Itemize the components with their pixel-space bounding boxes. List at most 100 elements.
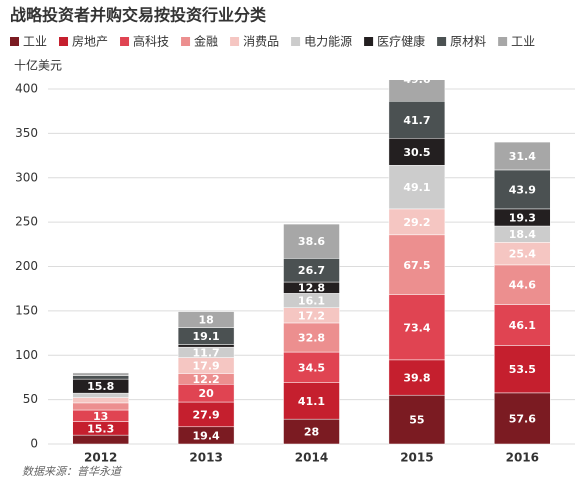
data-label: 73.4 bbox=[403, 321, 430, 334]
bar-segment bbox=[72, 372, 129, 376]
bar-segment bbox=[283, 223, 340, 259]
y-tick-label: 350 bbox=[15, 126, 38, 140]
y-tick-label: 300 bbox=[15, 170, 38, 184]
data-label: 32.8 bbox=[298, 332, 325, 345]
labels: 15.313 15.8 19.4 27.9 2012.217.911.7 19.1 18 28… bbox=[87, 73, 536, 442]
data-label: 57.6 bbox=[509, 412, 536, 425]
x-tick-label: 2014 bbox=[295, 451, 328, 465]
data-label: 26.7 bbox=[298, 264, 325, 277]
data-label: 39.8 bbox=[403, 372, 430, 385]
y-tick-label: 100 bbox=[15, 348, 38, 362]
y-tick-label: 0 bbox=[30, 437, 38, 451]
legend-swatch bbox=[230, 37, 240, 46]
data-label: 46.1 bbox=[509, 319, 536, 332]
legend-label: 工业 bbox=[511, 35, 535, 49]
bar-segment bbox=[494, 392, 551, 445]
y-tick-label: 150 bbox=[15, 303, 38, 317]
data-label: 38.6 bbox=[298, 235, 325, 248]
bar-segment bbox=[388, 294, 446, 361]
legend-swatch bbox=[120, 37, 130, 46]
data-label: 19.1 bbox=[193, 330, 220, 343]
data-label: 18.4 bbox=[509, 228, 536, 241]
y-tick-label: 400 bbox=[15, 82, 38, 96]
data-label: 49.6 bbox=[403, 73, 430, 86]
bar-segment bbox=[283, 382, 340, 420]
data-label: 17.9 bbox=[193, 360, 220, 373]
data-label: 15.8 bbox=[87, 380, 114, 393]
legend-swatch bbox=[181, 37, 191, 46]
legend-swatch bbox=[498, 37, 508, 46]
legend-swatch bbox=[10, 37, 19, 46]
legend-label: 医疗健康 bbox=[377, 34, 425, 49]
legend-swatch bbox=[437, 37, 447, 46]
x-tick-label: 2015 bbox=[400, 451, 433, 465]
data-label: 55 bbox=[409, 414, 424, 427]
data-label: 20 bbox=[198, 387, 214, 400]
data-label: 29.2 bbox=[403, 216, 430, 229]
bar-segment bbox=[283, 322, 340, 353]
data-label: 15.3 bbox=[87, 422, 114, 435]
bar-segment bbox=[388, 208, 446, 236]
bar-segment bbox=[388, 234, 446, 295]
legend-label: 原材料 bbox=[450, 35, 486, 49]
data-label: 13 bbox=[93, 410, 108, 423]
data-label: 53.5 bbox=[509, 363, 536, 376]
bar-segment bbox=[494, 169, 551, 210]
data-label: 44.6 bbox=[509, 279, 536, 292]
bar-segment bbox=[388, 138, 446, 166]
data-label: 49.1 bbox=[403, 181, 430, 194]
data-label: 30.5 bbox=[403, 146, 430, 159]
data-label: 67.5 bbox=[403, 259, 430, 272]
grid: 0 50 100 150 200 250 300 350 400 bbox=[15, 82, 575, 451]
bar-segment bbox=[72, 392, 129, 398]
legend-label: 工业 bbox=[23, 35, 47, 49]
legend-label: 高科技 bbox=[133, 34, 169, 49]
bar-segment bbox=[72, 434, 129, 445]
data-label: 19.4 bbox=[193, 429, 220, 442]
data-label: 11.7 bbox=[193, 346, 220, 359]
data-label: 25.4 bbox=[509, 248, 536, 261]
legend-swatch bbox=[291, 37, 301, 46]
legend-label: 电力能源 bbox=[304, 35, 352, 49]
data-label: 12.2 bbox=[193, 373, 220, 386]
data-label: 17.2 bbox=[298, 309, 325, 322]
bar-segment bbox=[494, 264, 551, 305]
chart-title: 战略投资者并购交易按投资行业分类 bbox=[10, 6, 267, 25]
bar-segment bbox=[388, 359, 446, 396]
legend-label: 金融 bbox=[194, 34, 218, 49]
bar-segment bbox=[494, 304, 551, 346]
legend-swatch bbox=[364, 37, 374, 46]
x-tick-label: 2013 bbox=[189, 451, 222, 465]
y-tick-label: 200 bbox=[15, 259, 38, 273]
y-tick-label: 250 bbox=[15, 215, 38, 229]
bar-segment bbox=[494, 141, 551, 171]
legend-label: 房地产 bbox=[72, 34, 108, 49]
legend-label: 消费品 bbox=[243, 35, 279, 49]
bars bbox=[72, 80, 551, 445]
data-label: 19.3 bbox=[509, 211, 536, 224]
data-label: 28 bbox=[304, 426, 319, 439]
bar-segment bbox=[388, 80, 446, 102]
data-label: 18 bbox=[198, 314, 213, 327]
data-label: 12.8 bbox=[298, 282, 325, 295]
bar-segment bbox=[283, 351, 340, 383]
legend: 工业 房地产 高科技 金融 消费品 电力能源 医疗健康 原材料 工业 bbox=[10, 34, 535, 49]
bar-segment bbox=[72, 397, 129, 404]
x-tick-label: 2016 bbox=[506, 451, 539, 465]
data-label: 41.1 bbox=[298, 395, 325, 408]
bar-segment bbox=[388, 165, 446, 210]
data-label: 41.7 bbox=[403, 114, 430, 127]
bar-segment bbox=[177, 311, 235, 328]
y-tick-label: 50 bbox=[23, 392, 38, 406]
legend-swatch bbox=[59, 37, 69, 46]
data-label: 34.5 bbox=[298, 361, 325, 374]
y-axis-label: 十亿美元 bbox=[14, 58, 62, 73]
data-label: 31.4 bbox=[509, 150, 536, 163]
x-tick-label: 2012 bbox=[84, 451, 117, 465]
bar-segment bbox=[72, 375, 129, 380]
data-label: 27.9 bbox=[193, 408, 220, 421]
data-label: 16.1 bbox=[298, 295, 325, 308]
bar-segment bbox=[388, 100, 446, 139]
source: 数据来源：普华永道 bbox=[22, 465, 123, 478]
